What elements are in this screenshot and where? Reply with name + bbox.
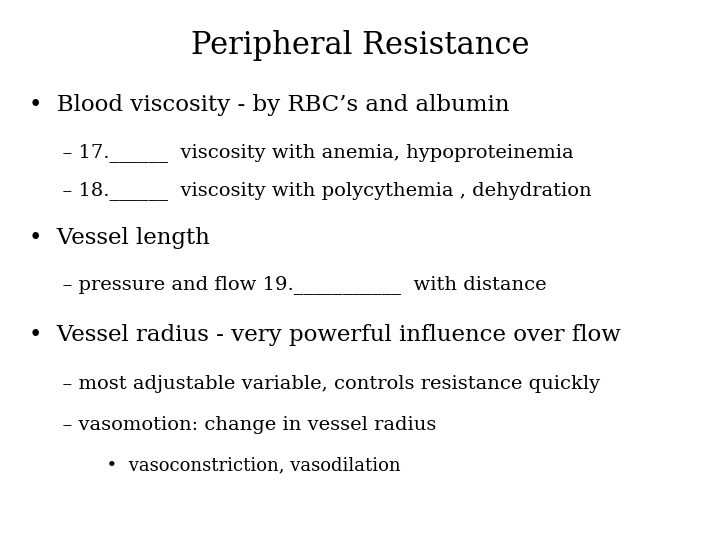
Text: •  vasoconstriction, vasodilation: • vasoconstriction, vasodilation xyxy=(72,456,400,474)
Text: Peripheral Resistance: Peripheral Resistance xyxy=(191,30,529,60)
Text: – 17.______  viscosity with anemia, hypoproteinemia: – 17.______ viscosity with anemia, hypop… xyxy=(50,143,574,162)
Text: – pressure and flow 19.___________  with distance: – pressure and flow 19.___________ with … xyxy=(50,275,547,294)
Text: •  Vessel radius - very powerful influence over flow: • Vessel radius - very powerful influenc… xyxy=(29,324,621,346)
Text: – most adjustable variable, controls resistance quickly: – most adjustable variable, controls res… xyxy=(50,375,600,393)
Text: •  Blood viscosity - by RBC’s and albumin: • Blood viscosity - by RBC’s and albumin xyxy=(29,94,509,117)
Text: – 18.______  viscosity with polycythemia , dehydration: – 18.______ viscosity with polycythemia … xyxy=(50,181,592,200)
Text: – vasomotion: change in vessel radius: – vasomotion: change in vessel radius xyxy=(50,416,437,434)
Text: •  Vessel length: • Vessel length xyxy=(29,227,210,249)
